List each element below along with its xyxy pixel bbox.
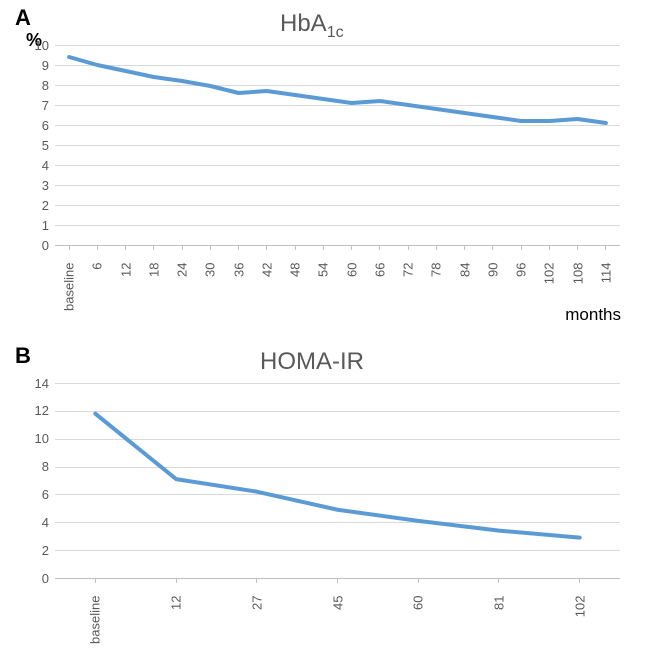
x-tick-label: 72 bbox=[401, 263, 416, 323]
figure-page: A % HbA1c 012345678910baseline6121824303… bbox=[0, 0, 661, 662]
x-tickmark bbox=[408, 245, 409, 250]
y-tick-label: 1 bbox=[19, 218, 49, 233]
y-tick-label: 0 bbox=[19, 238, 49, 253]
panel-a-line bbox=[55, 45, 620, 245]
x-tick-label: baseline bbox=[88, 596, 103, 656]
y-tick-label: 8 bbox=[19, 78, 49, 93]
y-tick-label: 2 bbox=[19, 198, 49, 213]
y-tick-label: 12 bbox=[19, 403, 49, 418]
panel-b-line bbox=[55, 383, 620, 578]
x-tickmark bbox=[266, 245, 267, 250]
x-tick-label: 102 bbox=[542, 263, 557, 323]
y-tick-label: 4 bbox=[19, 158, 49, 173]
y-tick-label: 4 bbox=[19, 515, 49, 530]
x-tick-label: 18 bbox=[146, 263, 161, 323]
panel-a-chart: 012345678910baseline61218243036424854606… bbox=[55, 45, 620, 245]
panel-a-title: HbA1c bbox=[280, 10, 344, 42]
panel-a: A % HbA1c 012345678910baseline6121824303… bbox=[0, 0, 661, 330]
y-tick-label: 6 bbox=[19, 118, 49, 133]
x-tick-label: 54 bbox=[316, 263, 331, 323]
x-tick-label: 12 bbox=[169, 596, 184, 656]
x-tick-label: 36 bbox=[231, 263, 246, 323]
y-tick-label: 5 bbox=[19, 138, 49, 153]
x-tick-label: 6 bbox=[90, 263, 105, 323]
x-tickmark bbox=[498, 578, 499, 583]
x-tickmark bbox=[97, 245, 98, 250]
title-text: HbA bbox=[280, 10, 327, 37]
x-tick-label: 30 bbox=[203, 263, 218, 323]
title-sub: 1c bbox=[327, 24, 344, 41]
x-tick-label: 78 bbox=[429, 263, 444, 323]
x-tickmark bbox=[125, 245, 126, 250]
y-tick-label: 0 bbox=[19, 571, 49, 586]
panel-a-xlabel: months bbox=[565, 305, 621, 325]
data-series-line bbox=[69, 57, 606, 123]
x-tickmark bbox=[579, 578, 580, 583]
panel-b-label: B bbox=[15, 343, 31, 369]
data-series-line bbox=[95, 414, 579, 538]
x-tick-label: 12 bbox=[118, 263, 133, 323]
y-tick-label: 3 bbox=[19, 178, 49, 193]
x-tick-label: baseline bbox=[62, 263, 77, 323]
y-tick-label: 14 bbox=[19, 376, 49, 391]
x-tickmark bbox=[256, 578, 257, 583]
x-tickmark bbox=[176, 578, 177, 583]
x-tickmark bbox=[436, 245, 437, 250]
x-tick-label: 102 bbox=[572, 596, 587, 656]
x-tickmark bbox=[153, 245, 154, 250]
x-tickmark bbox=[323, 245, 324, 250]
x-tick-label: 45 bbox=[330, 596, 345, 656]
x-tick-label: 96 bbox=[514, 263, 529, 323]
panel-a-label: A bbox=[15, 5, 31, 31]
x-tickmark bbox=[337, 578, 338, 583]
x-tickmark bbox=[379, 245, 380, 250]
x-tickmark bbox=[605, 245, 606, 250]
y-tick-label: 7 bbox=[19, 98, 49, 113]
x-tickmark bbox=[351, 245, 352, 250]
x-tickmark bbox=[182, 245, 183, 250]
y-tick-label: 8 bbox=[19, 459, 49, 474]
x-tick-label: 48 bbox=[288, 263, 303, 323]
x-tick-label: 84 bbox=[457, 263, 472, 323]
x-tickmark bbox=[210, 245, 211, 250]
x-tickmark bbox=[295, 245, 296, 250]
panel-b-title: HOMA-IR bbox=[260, 348, 364, 376]
y-tick-label: 9 bbox=[19, 58, 49, 73]
x-tickmark bbox=[577, 245, 578, 250]
x-tickmark bbox=[464, 245, 465, 250]
x-tick-label: 24 bbox=[175, 263, 190, 323]
x-tick-label: 42 bbox=[259, 263, 274, 323]
x-tick-label: 81 bbox=[491, 596, 506, 656]
x-tickmark bbox=[521, 245, 522, 250]
y-tick-label: 10 bbox=[19, 431, 49, 446]
x-axis bbox=[55, 245, 620, 246]
x-tickmark bbox=[549, 245, 550, 250]
x-tick-label: 66 bbox=[372, 263, 387, 323]
x-tickmark bbox=[69, 245, 70, 250]
x-tick-label: 60 bbox=[411, 596, 426, 656]
panel-b-chart: 02468101214baseline1227456081102 bbox=[55, 383, 620, 578]
x-tick-label: 60 bbox=[344, 263, 359, 323]
x-tick-label: 90 bbox=[485, 263, 500, 323]
x-tickmark bbox=[95, 578, 96, 583]
y-tick-label: 2 bbox=[19, 543, 49, 558]
y-tick-label: 10 bbox=[19, 38, 49, 53]
x-tickmark bbox=[238, 245, 239, 250]
panel-b: B HOMA-IR 02468101214baseline12274560811… bbox=[0, 348, 661, 662]
y-tick-label: 6 bbox=[19, 487, 49, 502]
x-tickmark bbox=[492, 245, 493, 250]
x-tick-label: 27 bbox=[249, 596, 264, 656]
x-tickmark bbox=[418, 578, 419, 583]
